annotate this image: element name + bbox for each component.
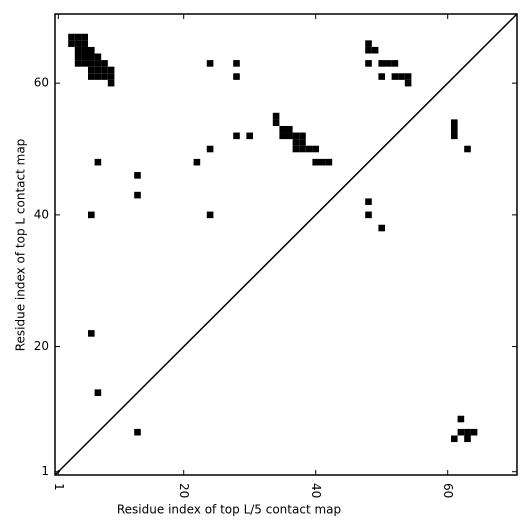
contact-cell [68,33,75,41]
x-tick-label: 60 [441,483,455,498]
contact-cell [464,145,471,153]
contact-cell [233,60,240,67]
contact-cell [319,158,326,166]
contact-cell [134,172,141,179]
contact-cell [470,428,478,436]
contact-cell [279,125,286,133]
contact-cell [81,46,88,54]
contact-cell [101,73,108,80]
y-tick-label: 60 [34,76,49,90]
contact-cell [451,435,458,443]
contact-cell [312,158,319,166]
contact-cell [88,66,95,74]
contact-cell [193,158,201,166]
contact-cell [365,40,372,47]
contact-cell [206,145,214,153]
contact-cell [88,73,95,80]
contact-cell [272,119,280,126]
contact-cell [88,53,95,61]
contact-cell [88,330,95,337]
contact-cell [74,60,82,67]
contact-cell [88,211,95,219]
contact-cell [365,60,372,67]
contact-cell [246,132,253,140]
contact-cell [74,33,82,41]
contact-cell [378,73,385,80]
contact-cell [292,145,300,153]
contact-cell [391,60,399,67]
y-tick-label: 20 [34,339,49,353]
contact-cell [101,66,108,74]
contact-cell [365,46,372,54]
contact-cell [398,73,405,80]
contact-cell [94,73,102,80]
contact-cell [292,139,300,146]
contact-cell [107,66,115,74]
contact-cell [305,145,313,153]
y-tick-label: 40 [34,207,49,221]
contact-cell [94,66,102,74]
contact-cell [391,73,399,80]
contact-cell [134,191,141,199]
contact-cell [81,53,88,61]
contact-cell [74,46,82,54]
contact-cell [206,211,214,219]
x-tick-label: 20 [177,483,191,498]
contact-cell [94,53,102,61]
contact-cell [94,158,102,166]
contact-cell [81,33,88,41]
contact-cell [451,119,458,126]
contact-cell [94,60,102,67]
contact-cell [286,132,293,140]
contact-cell [206,60,214,67]
contact-cell [299,139,306,146]
y-axis-label: Residue index of top L contact map [14,139,28,352]
contact-cell [68,40,75,47]
y-tick-label: 1 [41,464,49,478]
contact-cell [451,132,458,140]
contact-cell [385,60,392,67]
contact-cell [365,211,372,219]
contact-cell [107,79,115,87]
contact-cell [299,132,306,140]
contact-cell [378,224,385,232]
contact-cell [233,73,240,80]
contact-cell [88,46,95,54]
contact-cell [457,415,465,423]
contact-cell [312,145,319,153]
contact-cell [107,73,115,80]
contact-cell [464,428,471,436]
plot-frame [54,13,518,476]
contact-cell [365,198,372,205]
contact-cell [74,53,82,61]
contact-cell [272,112,280,120]
contact-cell [404,79,412,87]
contact-cell [325,158,333,166]
diagonal [54,13,518,476]
contact-cell [404,73,412,80]
contact-cell [134,428,141,436]
contact-cell [81,40,88,47]
contact-cell [457,428,465,436]
x-axis-label: Residue index of top L/5 contact map [117,503,341,517]
contact-cell [371,46,379,54]
contact-cell [279,132,286,140]
contact-cell [88,60,95,67]
x-tick-label: 1 [52,483,66,491]
contact-cell [464,435,471,443]
contact-cell [378,60,385,67]
contact-cell [286,125,293,133]
contact-cell [74,40,82,47]
x-tick-label: 40 [309,483,323,498]
contact-cell [451,125,458,133]
contact-cell [94,389,102,396]
contact-cell [101,60,108,67]
contact-cell [233,132,240,140]
contact-cell [292,132,300,140]
contact-cell [81,60,88,67]
contact-cell [299,145,306,153]
